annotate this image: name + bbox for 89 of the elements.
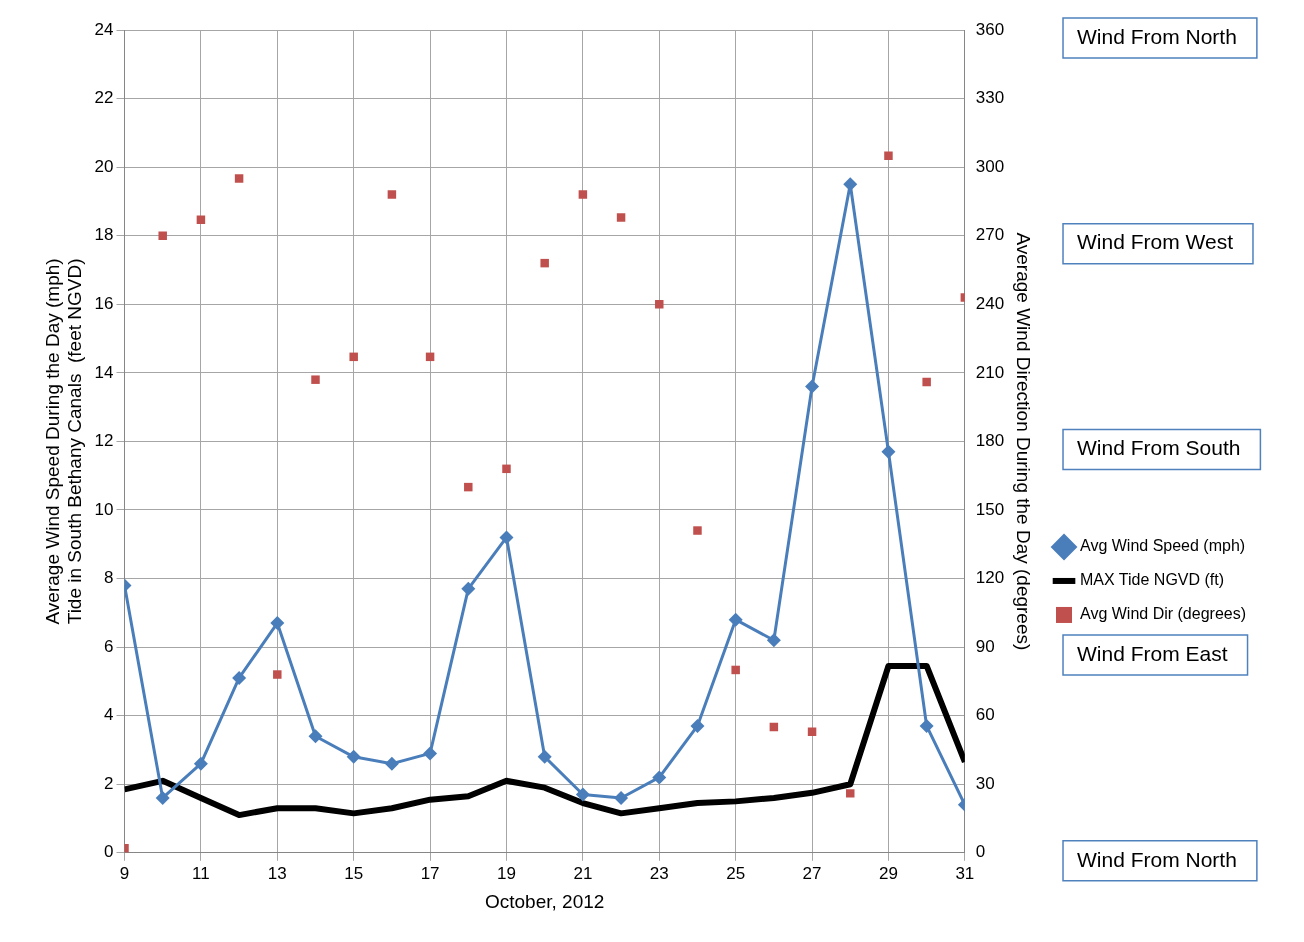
y2-tick-label: 120: [975, 568, 1005, 588]
point: [655, 300, 664, 309]
point: [922, 377, 931, 387]
x-tick-label: 25: [726, 863, 746, 883]
y2-tick-label: 60: [975, 705, 995, 725]
point: [311, 375, 320, 384]
point: [884, 151, 893, 160]
point: [846, 789, 855, 798]
point: [158, 231, 167, 240]
point: [807, 727, 817, 736]
x-tick-label: 23: [649, 863, 669, 883]
point: [578, 190, 588, 199]
text: Wind From North: [1077, 24, 1237, 48]
text: Wind From East: [1077, 641, 1228, 665]
point: [387, 190, 397, 199]
x-tick-label: 11: [192, 863, 210, 883]
x-tick-label: 21: [573, 863, 593, 883]
point: [540, 258, 549, 268]
y-tick-label: 16: [94, 293, 114, 313]
y-tick-label: 10: [94, 499, 114, 519]
point: [308, 729, 323, 744]
y-tick-label: 12: [94, 431, 114, 451]
point: [346, 749, 361, 764]
text: Wind From South: [1077, 436, 1241, 460]
x-tick-label: 27: [802, 863, 822, 883]
point: [423, 746, 438, 761]
y-axis-title: Average Wind Speed During the Day (mph) Tide in South Bethany Canals (feet NGVD): [41, 258, 86, 625]
point: [614, 790, 629, 805]
point: [499, 530, 514, 545]
y-tick-label: 22: [94, 88, 114, 108]
point: [155, 790, 170, 805]
legend-label: Avg Wind Speed (mph): [1080, 537, 1246, 555]
text: Wind From West: [1077, 230, 1234, 254]
point: [690, 718, 705, 733]
point: [843, 177, 858, 192]
legend-label: Avg Wind Dir (degrees): [1080, 605, 1246, 623]
point: [384, 756, 399, 771]
y-tick-label: 24: [94, 19, 114, 39]
point: [652, 770, 667, 785]
point: [537, 749, 552, 764]
x-tick-label: 19: [497, 863, 516, 883]
x-tick-label: 31: [955, 863, 975, 883]
point: [919, 718, 934, 733]
text: Wind From North: [1077, 847, 1237, 871]
point: [575, 787, 590, 802]
y-tick-label: 0: [104, 842, 114, 862]
y-tick-label: 4: [104, 705, 114, 725]
point: [693, 526, 702, 535]
point: [461, 581, 476, 596]
point: [616, 213, 626, 222]
y2-tick-label: 300: [975, 156, 1005, 176]
point: [766, 633, 781, 648]
x-axis-title: October, 2012: [484, 890, 605, 912]
y2-tick-label: 210: [975, 362, 1005, 382]
point: [196, 215, 206, 224]
y2-tick-label: 240: [975, 293, 1005, 313]
x-tick-label: 9: [119, 863, 130, 883]
y-tick-label: 14: [94, 362, 114, 382]
point: [728, 612, 743, 627]
y2-tick-label: 90: [975, 636, 995, 656]
point: [232, 670, 247, 685]
point: [731, 665, 740, 675]
x-tick-label: 15: [344, 863, 364, 883]
y-tick-label: 20: [94, 156, 114, 176]
point: [805, 379, 820, 394]
y2-axis-title: Average Wind Direction During the Day (degrees): [1013, 232, 1035, 651]
y2-tick-label: 180: [975, 431, 1005, 451]
point: [464, 482, 473, 492]
y-tick-label: 6: [104, 636, 114, 656]
y-tick-label: 2: [104, 773, 114, 793]
y-tick-label: 8: [104, 568, 114, 588]
y2-tick-label: 0: [975, 842, 986, 862]
point: [881, 444, 896, 459]
x-tick-label: 17: [420, 863, 440, 883]
y2-tick-label: 270: [975, 225, 1005, 245]
point: [502, 464, 511, 474]
y2-tick-label: 360: [975, 19, 1005, 39]
y2-tick-label: 30: [975, 773, 995, 793]
y2-tick-label: 330: [975, 88, 1005, 108]
point: [193, 756, 208, 771]
y2-tick-label: 150: [975, 499, 1005, 519]
legend-label: MAX Tide NGVD (ft): [1080, 571, 1225, 589]
point: [234, 174, 244, 183]
x-tick-label: 13: [267, 863, 287, 883]
point: [270, 616, 285, 631]
x-tick-label: 29: [879, 863, 898, 883]
point: [273, 670, 282, 679]
point: [349, 352, 358, 362]
y-tick-label: 18: [94, 225, 114, 245]
